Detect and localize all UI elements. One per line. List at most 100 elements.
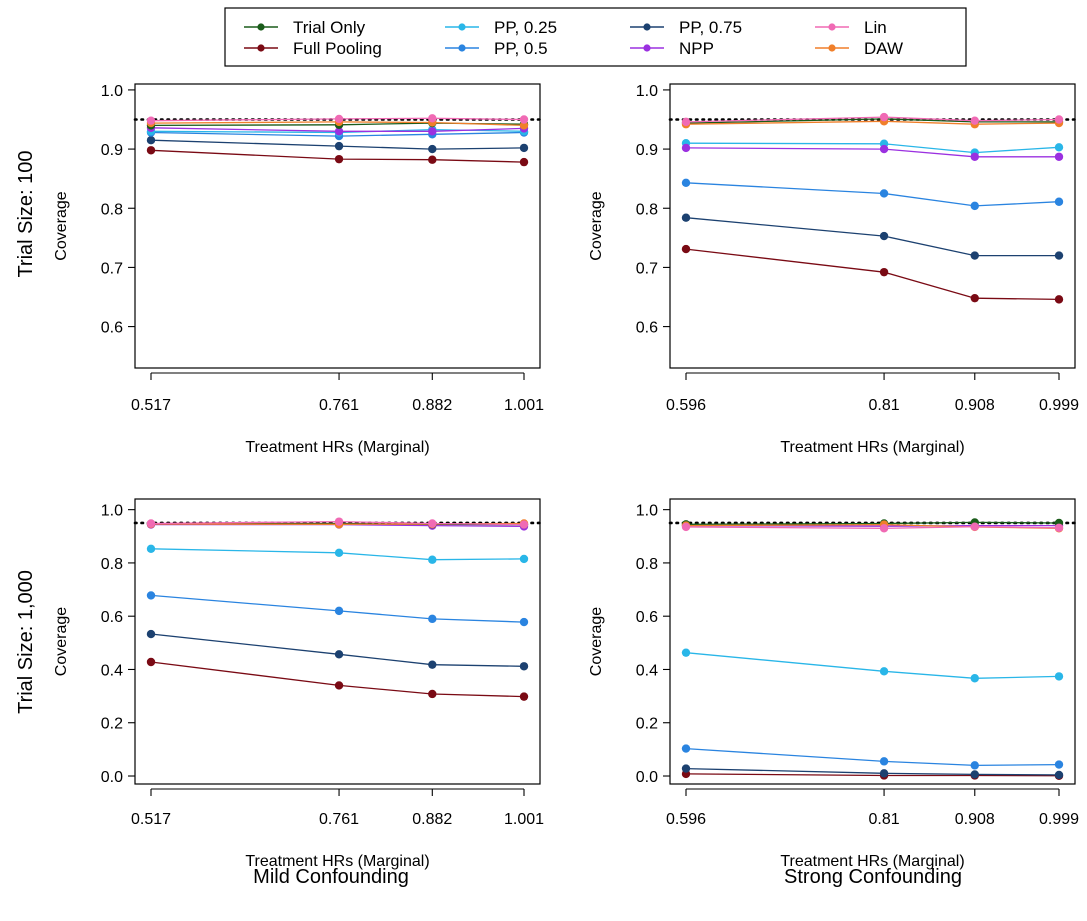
chart-panel-1: 0.6 0.7 0.8 0.9 1.0 Coverage 0.517 0.761 0.882 1.… <box>53 83 544 456</box>
series-line-npp <box>150 127 525 132</box>
series-line-pp-0-25 <box>150 548 525 561</box>
series-full-pooling <box>146 146 529 167</box>
y-tick-label: 0.6 <box>636 609 658 626</box>
y-tick-label: 0.8 <box>101 556 123 573</box>
y-tick-label: 1.0 <box>101 83 123 100</box>
series-line-pp-0-5 <box>685 182 1060 207</box>
plot-frame <box>134 498 541 785</box>
y-tick-label: 0.7 <box>101 260 123 277</box>
series-pp-0-25 <box>681 648 1064 683</box>
y-tick-label: 0.2 <box>636 716 658 733</box>
data-point-pp-0-25 <box>1054 143 1064 152</box>
legend-marker-lin <box>828 23 836 31</box>
data-point-pp-0-75 <box>1054 770 1064 780</box>
y-tick-label: 0.0 <box>636 769 658 786</box>
series-line-pp-0-75 <box>150 633 525 667</box>
data-point-pp-0-5 <box>879 189 889 198</box>
data-point-full-pooling <box>519 692 529 701</box>
series-line-pp-0-75 <box>685 217 1059 257</box>
series-line-pp-0-5 <box>150 594 525 623</box>
series-lin <box>146 114 529 125</box>
y-tick-label: 1.0 <box>636 83 658 100</box>
series-npp <box>146 123 529 136</box>
data-point-pp-0-25 <box>970 674 979 683</box>
data-point-lin <box>428 519 437 528</box>
data-point-pp-0-75 <box>334 141 344 151</box>
y-axis-title: Coverage <box>588 607 605 676</box>
data-point-lin <box>970 522 979 531</box>
data-point-lin <box>519 115 529 124</box>
chart-panel-3: 0.0 0.2 0.4 0.6 0.8 1.0 Coverage 0.517 0.761 0.88… <box>53 498 544 870</box>
plot-frame <box>134 83 541 369</box>
data-point-full-pooling <box>681 244 691 254</box>
series-line-pp-0-5 <box>685 747 1060 767</box>
series-line-lin <box>685 116 1060 123</box>
legend-marker-daw <box>828 44 836 52</box>
series-lin <box>681 522 1064 533</box>
plot-frame <box>669 498 1076 785</box>
data-point-lin <box>146 519 156 528</box>
series-line-lin <box>150 117 525 122</box>
legend-label-pp-0-75: PP, 0.75 <box>679 18 742 37</box>
x-tick-label: 0.517 <box>131 811 171 828</box>
series-line-pp-0-5 <box>150 131 525 137</box>
y-tick-label: 1.0 <box>636 503 658 520</box>
y-tick-label: 0.0 <box>101 769 123 786</box>
data-point-pp-0-75 <box>146 136 156 145</box>
data-point-pp-0-5 <box>428 614 437 624</box>
chart-panels: 0.6 0.7 0.8 0.9 1.0 Coverage 0.517 0.761 0.882 1.… <box>53 83 1079 870</box>
legend-label-pp-0-25: PP, 0.25 <box>494 18 557 37</box>
y-tick-label: 0.6 <box>101 320 123 337</box>
x-tick-label: 1.001 <box>504 811 544 828</box>
legend: Trial Only Full Pooling PP, 0.25 PP, 0.5 PP,… <box>224 7 967 67</box>
row-label-top: Trial Size: 100 <box>15 150 37 277</box>
y-tick-label: 0.2 <box>101 716 123 733</box>
data-point-lin <box>681 117 691 127</box>
column-label-left: Mild Confounding <box>253 866 409 888</box>
data-point-lin <box>879 112 889 122</box>
data-point-full-pooling <box>1054 295 1064 304</box>
data-point-npp <box>428 127 437 136</box>
legend-label-npp: NPP <box>679 39 714 58</box>
legend-label-daw: DAW <box>864 39 903 58</box>
series-line-pp-0-75 <box>150 139 525 150</box>
data-point-pp-0-75 <box>428 144 437 154</box>
y-tick-label: 0.8 <box>101 201 123 218</box>
data-point-pp-0-5 <box>1054 760 1064 769</box>
data-point-full-pooling <box>334 154 344 164</box>
chart-panel-2: 0.6 0.7 0.8 0.9 1.0 Coverage 0.596 0.81 0.908 0.9… <box>588 83 1079 456</box>
data-point-pp-0-75 <box>1054 251 1064 260</box>
data-point-full-pooling <box>428 155 437 164</box>
data-point-lin <box>970 116 979 125</box>
series-line-daw <box>150 121 525 127</box>
y-tick-label: 0.4 <box>101 662 123 679</box>
series-pp-0-5 <box>146 591 529 627</box>
series-full-pooling <box>681 244 1064 304</box>
data-point-full-pooling <box>519 157 529 167</box>
series-line-lin <box>685 526 1060 529</box>
y-tick-label: 0.9 <box>101 142 123 159</box>
y-axis-title: Coverage <box>588 191 605 260</box>
y-axis-title: Coverage <box>53 607 70 676</box>
data-point-lin <box>681 522 691 532</box>
x-axis-title: Treatment HRs (Marginal) <box>780 439 964 456</box>
series-pp-0-5 <box>681 744 1064 770</box>
data-point-pp-0-5 <box>519 617 529 627</box>
y-tick-label: 0.4 <box>636 662 658 679</box>
chart-panel-4: 0.0 0.2 0.4 0.6 0.8 1.0 Coverage 0.596 0.81 0.908… <box>588 498 1079 870</box>
data-point-npp <box>879 144 889 154</box>
data-point-pp-0-75 <box>334 650 344 659</box>
series-pp-0-75 <box>146 629 529 671</box>
series-line-full-pooling <box>685 773 1060 777</box>
data-point-lin <box>334 114 344 124</box>
legend-marker-npp <box>643 44 651 52</box>
series-lin <box>146 517 529 529</box>
x-tick-label: 0.882 <box>412 397 452 414</box>
series-pp-0-75 <box>681 764 1064 780</box>
data-point-pp-0-75 <box>970 770 979 779</box>
data-point-full-pooling <box>879 267 889 277</box>
data-point-pp-0-5 <box>970 761 979 770</box>
data-point-pp-0-5 <box>681 744 691 753</box>
series-line-lin <box>150 520 525 526</box>
